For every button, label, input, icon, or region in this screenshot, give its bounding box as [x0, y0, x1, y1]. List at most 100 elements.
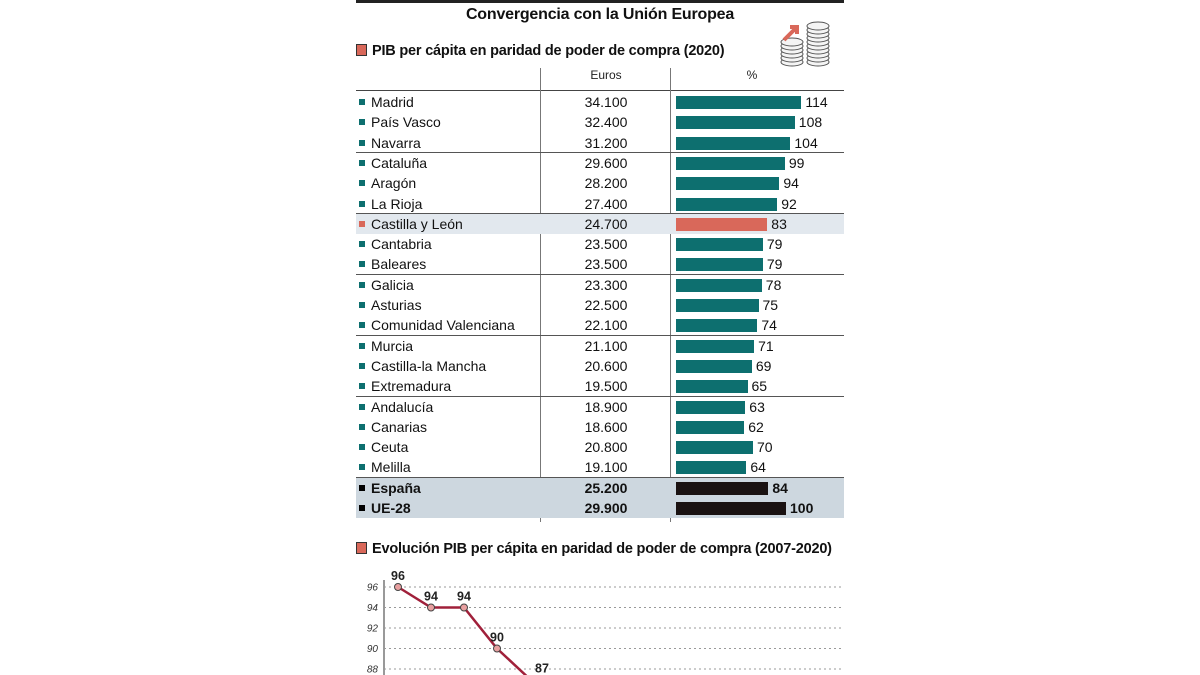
- table-row: Andalucía 18.900 63: [356, 397, 844, 417]
- region-name: Cataluña: [371, 154, 428, 171]
- pct-bar: [676, 258, 763, 272]
- pct-bar: [676, 217, 768, 231]
- line-chart: 96 94 92 90 88 96 94 94 90 87: [367, 569, 844, 675]
- page-title: Convergencia con la Unión Europea: [465, 6, 735, 23]
- pct-label: 99: [788, 154, 805, 171]
- pct-label: 75: [762, 297, 779, 313]
- region-name: UE-28: [371, 500, 411, 516]
- pct-bar: [676, 96, 802, 109]
- table-row: Navarra 31.200 104: [356, 133, 844, 153]
- euros-value: 28.200: [584, 175, 628, 192]
- pct-label: 70: [757, 439, 773, 456]
- row-bullet-icon: [359, 484, 365, 491]
- region-name: Baleares: [371, 256, 427, 273]
- group-divider: [356, 274, 844, 276]
- region-name: La Rioja: [371, 195, 423, 212]
- data-point: [493, 644, 501, 653]
- table-row: Comunidad Valenciana 22.100 74: [356, 315, 844, 335]
- pct-label: 83: [771, 215, 787, 232]
- table-row: País Vasco 32.400 108: [356, 112, 844, 132]
- euros-value: 25.200: [584, 479, 628, 496]
- euros-value: 20.600: [584, 357, 628, 374]
- table-row: Murcia 21.100 71: [356, 336, 844, 356]
- row-bullet-icon: [359, 200, 365, 207]
- row-bullet-icon: [359, 362, 365, 369]
- table-row: Aragón 28.200 94: [356, 173, 844, 193]
- row-bullet-icon: [359, 383, 365, 390]
- euros-value: 19.500: [584, 378, 628, 395]
- pct-bar: [676, 116, 795, 130]
- pct-label: 78: [765, 276, 782, 293]
- row-bullet-icon: [359, 342, 365, 349]
- group-divider: [356, 396, 844, 397]
- row-bullet-icon: [359, 403, 365, 410]
- euros-value: 18.600: [584, 418, 628, 435]
- table-subtitle: PIB per cápita en paridad de poder de co…: [356, 43, 725, 59]
- row-bullet-icon: [359, 119, 365, 126]
- pct-label: 63: [749, 398, 765, 415]
- row-bullet-icon: [359, 505, 365, 511]
- row-bullet-icon: [359, 302, 365, 308]
- pct-bar: [676, 238, 763, 252]
- region-name: Andalucía: [371, 398, 434, 415]
- data-label: 87: [535, 661, 549, 675]
- pct-bar: [676, 278, 762, 292]
- data-point: [427, 603, 435, 612]
- table-row: Galicia 23.300 78: [356, 275, 844, 295]
- euros-value: 20.800: [584, 439, 628, 456]
- region-name: Comunidad Valenciana: [371, 317, 515, 334]
- pct-bar: [676, 177, 780, 191]
- pct-label: 69: [755, 357, 772, 374]
- pct-label: 114: [805, 94, 828, 110]
- pct-label: 65: [751, 378, 768, 395]
- region-name: Canarias: [371, 418, 428, 435]
- y-tick-label: 94: [367, 603, 379, 614]
- data-point: [394, 583, 402, 591]
- pct-bar: [676, 197, 778, 211]
- table-row: Castilla y León 24.700 83: [356, 213, 844, 234]
- region-name: Extremadura: [371, 378, 452, 395]
- euros-value: 29.900: [584, 500, 628, 516]
- table-row: Asturias 22.500 75: [356, 295, 844, 315]
- euros-value: 21.100: [584, 337, 628, 354]
- data-point: [460, 603, 468, 612]
- y-tick-label: 92: [367, 624, 379, 635]
- pct-label: 100: [790, 500, 814, 516]
- data-label: 94: [424, 590, 438, 604]
- line-chart-subtitle-text: Evolución PIB per cápita en paridad de p…: [372, 541, 832, 557]
- region-name: Castilla-la Mancha: [371, 357, 487, 374]
- pct-label: 79: [766, 236, 783, 253]
- euros-value: 22.100: [584, 317, 628, 334]
- euros-value: 23.500: [584, 256, 628, 273]
- line-chart-subtitle: Evolución PIB per cápita en paridad de p…: [356, 541, 832, 557]
- pct-bar: [676, 359, 752, 373]
- region-name: España: [371, 479, 421, 496]
- y-tick-label: 88: [367, 665, 379, 675]
- region-name: Galicia: [371, 276, 414, 293]
- pct-bar: [676, 156, 785, 170]
- region-name: Aragón: [371, 175, 417, 192]
- pct-bar: [676, 299, 759, 312]
- table-row: Melilla 19.100 64: [356, 457, 844, 477]
- pct-bar: [676, 136, 791, 150]
- region-name: Castilla y León: [371, 215, 463, 232]
- y-tick-label: 96: [367, 583, 379, 594]
- pct-bar: [676, 502, 786, 515]
- table-row: Ceuta 20.800 70: [356, 437, 844, 457]
- region-name: Madrid: [371, 94, 414, 110]
- group-divider: [356, 335, 844, 337]
- pct-label: 71: [758, 337, 774, 354]
- table-row: Madrid 34.100 114: [356, 92, 844, 112]
- euros-value: 22.500: [584, 297, 628, 313]
- square-bullet-icon: [356, 542, 367, 554]
- euros-value: 27.400: [584, 195, 628, 212]
- row-bullet-icon: [359, 464, 365, 471]
- euros-value: 23.300: [584, 276, 628, 293]
- coins-icon: [780, 21, 830, 67]
- pct-label: 74: [761, 317, 777, 334]
- table-row: UE-28 29.900 100: [356, 498, 844, 518]
- pct-label: 64: [750, 459, 766, 476]
- pct-label: 62: [748, 418, 764, 435]
- euros-value: 19.100: [584, 459, 628, 476]
- euros-value: 29.600: [584, 154, 628, 171]
